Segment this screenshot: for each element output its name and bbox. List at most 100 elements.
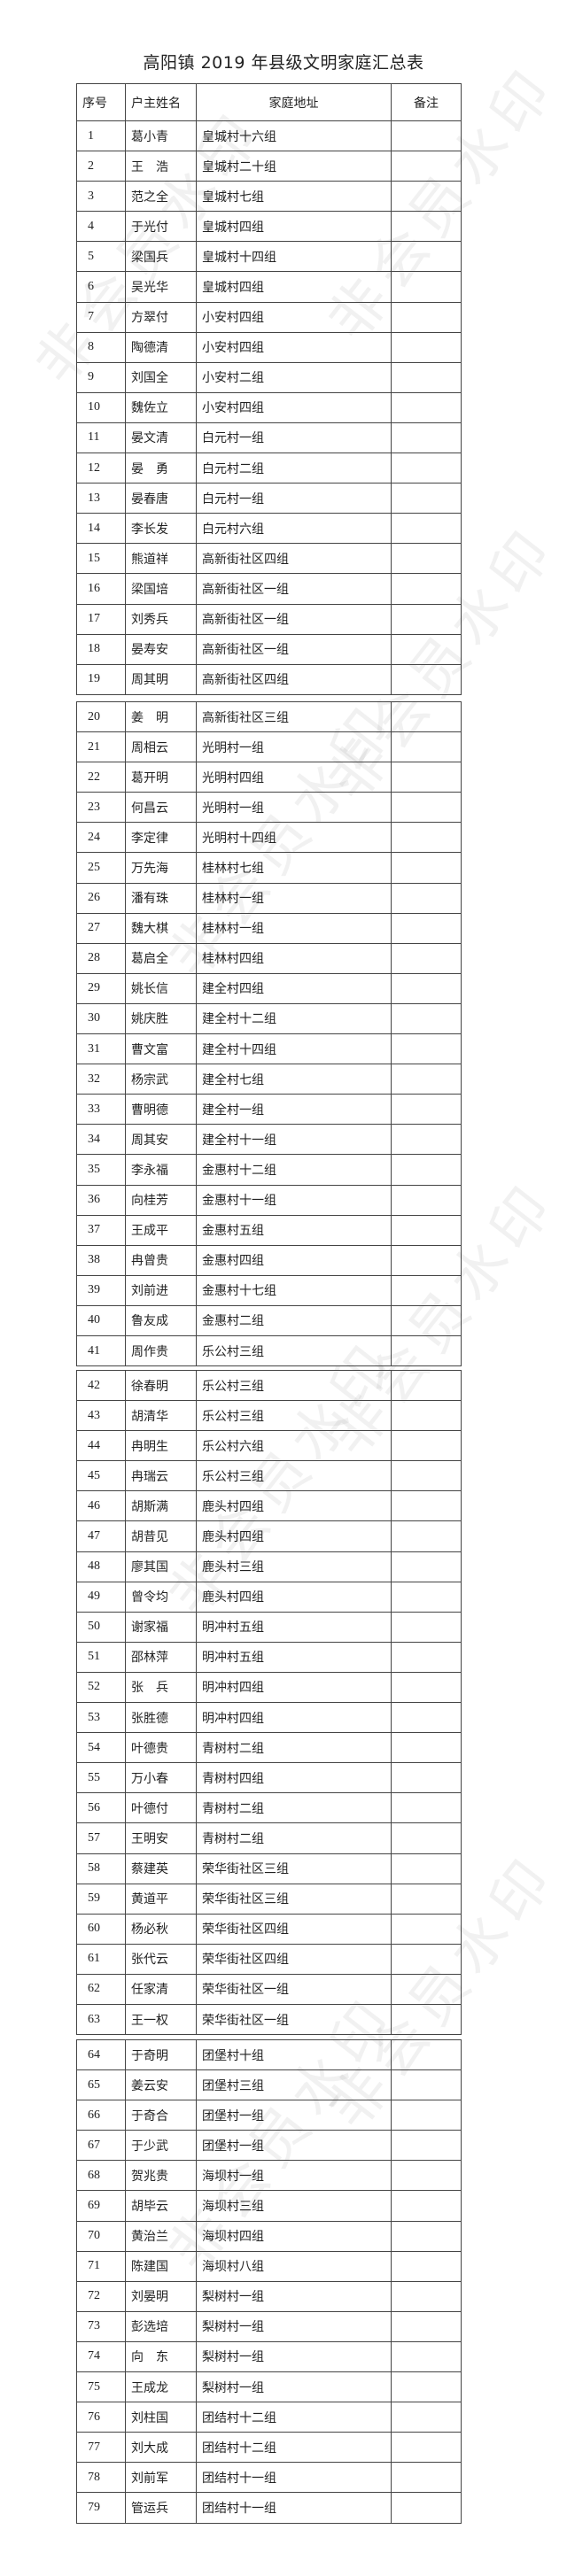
row-address: 建全村十一组	[196, 1124, 392, 1156]
row-index: 15	[76, 543, 126, 575]
row-address: 小安村二组	[196, 361, 392, 393]
row-name: 胡昔见	[125, 1520, 197, 1552]
row-remark	[391, 822, 462, 854]
row-name: 于奇明	[125, 2038, 197, 2071]
row-name: 熊道祥	[125, 543, 197, 575]
row-name: 杨必秋	[125, 1913, 197, 1945]
row-address: 团堡村一组	[196, 2130, 392, 2162]
header-name: 户主姓名	[125, 83, 197, 121]
table-row: 45 冉瑞云 乐公村三组	[76, 1460, 462, 1492]
row-index: 43	[76, 1400, 126, 1432]
row-address: 皇城村四组	[196, 211, 392, 243]
table-row: 49 曾令均 鹿头村四组	[76, 1581, 462, 1613]
row-name: 鲁友成	[125, 1304, 197, 1336]
table-row: 75 王成龙 梨树村一组	[76, 2371, 462, 2403]
row-remark	[391, 1094, 462, 1126]
row-name: 姚长信	[125, 972, 197, 1004]
row-remark	[391, 2160, 462, 2192]
row-address: 小安村四组	[196, 331, 392, 363]
row-index: 10	[76, 391, 126, 423]
row-remark	[391, 1581, 462, 1613]
row-name: 李永福	[125, 1154, 197, 1186]
table-page: 42 徐春明 乐公村三组 43 胡清华 乐公村三组 44 冉明生 乐公村六组 45 冉瑞云 乐公村三组…	[76, 1369, 462, 2036]
row-address: 荣华街社区三组	[196, 1853, 392, 1884]
row-address: 团堡村三组	[196, 2069, 392, 2101]
row-address: 乐公村六组	[196, 1430, 392, 1462]
row-address: 皇城村十六组	[196, 120, 392, 152]
row-name: 胡斯满	[125, 1490, 197, 1522]
row-name: 管运兵	[125, 2492, 197, 2524]
row-index: 17	[76, 603, 126, 635]
row-address: 建全村十四组	[196, 1033, 392, 1065]
table-row: 4 于光付 皇城村四组	[76, 211, 462, 243]
table-row: 40 鲁友成 金惠村二组	[76, 1304, 462, 1336]
row-remark	[391, 731, 462, 763]
row-address: 青树村四组	[196, 1762, 392, 1794]
row-remark	[391, 2130, 462, 2162]
table-row: 9 刘国全 小安村二组	[76, 361, 462, 393]
row-remark	[391, 1913, 462, 1945]
row-remark	[391, 1883, 462, 1915]
table-row: 72 刘晏明 梨树村一组	[76, 2280, 462, 2312]
row-address: 白元村一组	[196, 422, 392, 454]
row-remark	[391, 2340, 462, 2373]
table-row: 16 梁国培 高新街社区一组	[76, 573, 462, 605]
row-address: 桂林村四组	[196, 942, 392, 974]
row-name: 刘柱国	[125, 2402, 197, 2433]
table-row: 42 徐春明 乐公村三组	[76, 1369, 462, 1402]
row-index: 13	[76, 483, 126, 514]
table-row: 77 刘大成 团结村十二组	[76, 2432, 462, 2464]
row-name: 梁国兵	[125, 241, 197, 273]
row-address: 乐公村三组	[196, 1369, 392, 1402]
row-name: 冉明生	[125, 1430, 197, 1462]
table-row: 44 冉明生 乐公村六组	[76, 1430, 462, 1462]
row-index: 38	[76, 1244, 126, 1276]
row-index: 24	[76, 822, 126, 854]
row-remark	[391, 663, 462, 695]
row-name: 王一权	[125, 2003, 197, 2036]
row-name: 姜云安	[125, 2069, 197, 2101]
row-remark	[391, 1430, 462, 1462]
row-index: 67	[76, 2130, 126, 2162]
row-remark	[391, 391, 462, 423]
row-remark	[391, 1064, 462, 1095]
row-index: 60	[76, 1913, 126, 1945]
row-name: 方翠付	[125, 301, 197, 333]
row-remark	[391, 1702, 462, 1734]
row-index: 49	[76, 1581, 126, 1613]
row-remark	[391, 2310, 462, 2342]
row-remark	[391, 2069, 462, 2101]
row-index: 53	[76, 1702, 126, 1734]
row-remark	[391, 700, 462, 733]
row-index: 9	[76, 361, 126, 393]
row-name: 何昌云	[125, 792, 197, 824]
table-row: 19 周其明 高新街社区四组	[76, 663, 462, 695]
row-remark	[391, 1490, 462, 1522]
row-address: 海坝村八组	[196, 2250, 392, 2282]
table-row: 29 姚长信 建全村四组	[76, 972, 462, 1004]
table-row: 41 周作贵 乐公村三组	[76, 1334, 462, 1367]
table-row: 66 于奇合 团堡村一组	[76, 2100, 462, 2131]
row-address: 青树村二组	[196, 1732, 392, 1764]
row-index: 73	[76, 2310, 126, 2342]
table-row: 14 李长发 白元村六组	[76, 513, 462, 545]
row-address: 团结村十二组	[196, 2402, 392, 2433]
row-index: 61	[76, 1943, 126, 1975]
table-row: 11 晏文清 白元村一组	[76, 422, 462, 454]
row-address: 团堡村十组	[196, 2038, 392, 2071]
row-index: 8	[76, 331, 126, 363]
table-page: 20 姜 明高新街社区三组 21 周相云 光明村一组 22 葛开明 光明村四组 23 何昌云 光明村…	[76, 700, 462, 1367]
row-address: 桂林村一组	[196, 882, 392, 914]
row-index: 56	[76, 1792, 126, 1824]
row-address: 海坝村四组	[196, 2220, 392, 2252]
table-row: 31 曹文富 建全村十四组	[76, 1033, 462, 1065]
row-index: 18	[76, 633, 126, 665]
row-remark	[391, 1732, 462, 1764]
row-name: 潘有珠	[125, 882, 197, 914]
row-name: 任家清	[125, 1973, 197, 2005]
table-row: 67 于少武 团堡村一组	[76, 2130, 462, 2162]
row-index: 65	[76, 2069, 126, 2101]
row-address: 皇城村七组	[196, 181, 392, 213]
row-remark	[391, 1334, 462, 1367]
table-row: 58 蔡建英 荣华街社区三组	[76, 1853, 462, 1884]
